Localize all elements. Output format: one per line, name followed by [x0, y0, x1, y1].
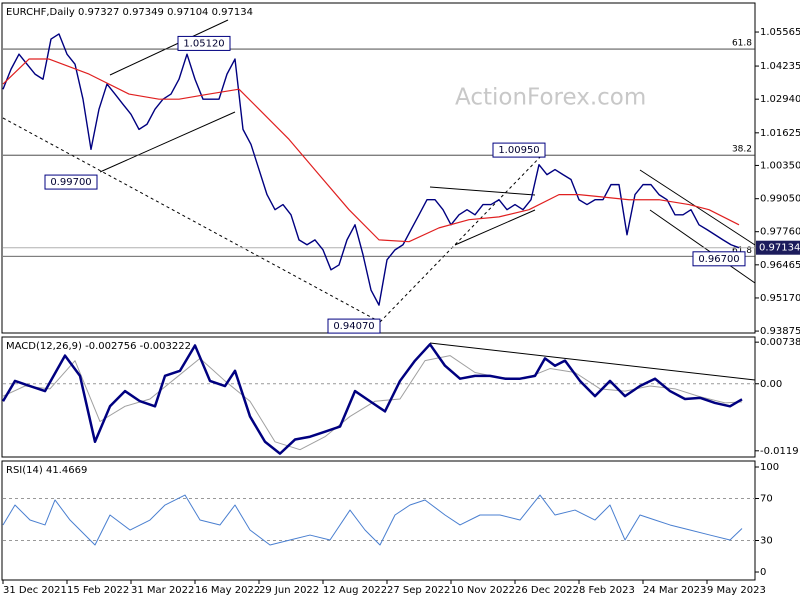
x-tick-label: 9 May 2023 — [707, 585, 766, 596]
trendlines — [2, 19, 756, 381]
price-annotation: 1.05120 — [183, 38, 224, 49]
y-tick-label: 0.99050 — [760, 194, 800, 205]
y-tick-label: 30 — [760, 536, 773, 547]
y-tick-label: 0.00 — [760, 379, 782, 390]
series-line — [1, 343, 743, 455]
price-annotation-box — [492, 142, 546, 158]
pane-title: RSI(14) 41.4669 — [6, 465, 87, 476]
triangle-line — [429, 186, 536, 196]
watermark: ActionForex.com — [455, 85, 646, 111]
y-tick-label: 1.05565 — [760, 27, 800, 38]
triangle-line — [454, 209, 536, 246]
pane-frame — [1, 460, 756, 581]
channel-line — [99, 111, 236, 173]
x-tick-label: 26 Dec 2022 — [515, 585, 579, 596]
macd-trendline — [429, 342, 756, 381]
y-tick-label: 1.01625 — [760, 128, 800, 139]
y-tick-label: 0.93875 — [760, 326, 800, 337]
x-tick-label: 15 Feb 2022 — [67, 585, 129, 596]
channel-line — [649, 209, 756, 284]
y-tick-label: 100 — [760, 462, 779, 473]
y-tick-label: 1.00350 — [760, 160, 800, 171]
price-annotation-box — [44, 174, 98, 190]
y-tick-label: 0 — [760, 567, 766, 578]
y-tick-label: 1.02940 — [760, 94, 800, 105]
y-tick-label: 0.007384 — [760, 337, 800, 348]
x-tick-label: 10 Nov 2022 — [451, 585, 515, 596]
price-annotation: 0.99700 — [50, 177, 91, 188]
x-tick-label: 24 Mar 2023 — [643, 585, 706, 596]
price-annotation-box — [692, 251, 746, 267]
y-tick-label: -0.0119 — [760, 446, 799, 457]
channel-line — [109, 19, 229, 76]
pane-title: MACD(12,26,9) -0.002756 -0.003222 — [6, 341, 191, 352]
fib-label: 61.8 — [732, 246, 752, 256]
price-annotation: 0.96700 — [698, 254, 739, 265]
last-price-label: 0.97134 — [759, 243, 800, 254]
x-tick-label: 29 Jun 2022 — [259, 585, 319, 596]
series-line — [2, 355, 743, 451]
pane-frame — [1, 336, 756, 458]
series-line — [2, 33, 740, 306]
price-annotation: 0.94070 — [333, 321, 374, 332]
y-tick-label: 0.97760 — [760, 227, 800, 238]
price-annotation-box — [327, 318, 381, 334]
y-tick-label: 0.95170 — [760, 293, 800, 304]
x-tick-label: 31 Dec 2021 — [3, 585, 67, 596]
price-annotation: 1.00950 — [498, 145, 539, 156]
x-tick-label: 8 Feb 2023 — [579, 585, 635, 596]
price-annotation-box — [177, 35, 231, 51]
x-tick-label: 12 Aug 2022 — [323, 585, 387, 596]
series-line — [2, 494, 743, 546]
last-price-box — [756, 240, 800, 255]
y-tick-label: 1.04235 — [760, 61, 800, 72]
x-tick-label: 31 Mar 2022 — [131, 585, 194, 596]
x-tick-label: 27 Sep 2022 — [387, 585, 450, 596]
channel-line — [639, 169, 756, 246]
fib-label: 38.2 — [732, 145, 752, 155]
y-tick-label: 0.96465 — [760, 260, 800, 271]
fib-label: 61.8 — [732, 39, 752, 49]
x-tick-label: 16 May 2022 — [195, 585, 260, 596]
pane-title: EURCHF,Daily 0.97327 0.97349 0.97104 0.9… — [6, 7, 253, 18]
series-line — [2, 58, 740, 243]
y-tick-label: 70 — [760, 493, 773, 504]
